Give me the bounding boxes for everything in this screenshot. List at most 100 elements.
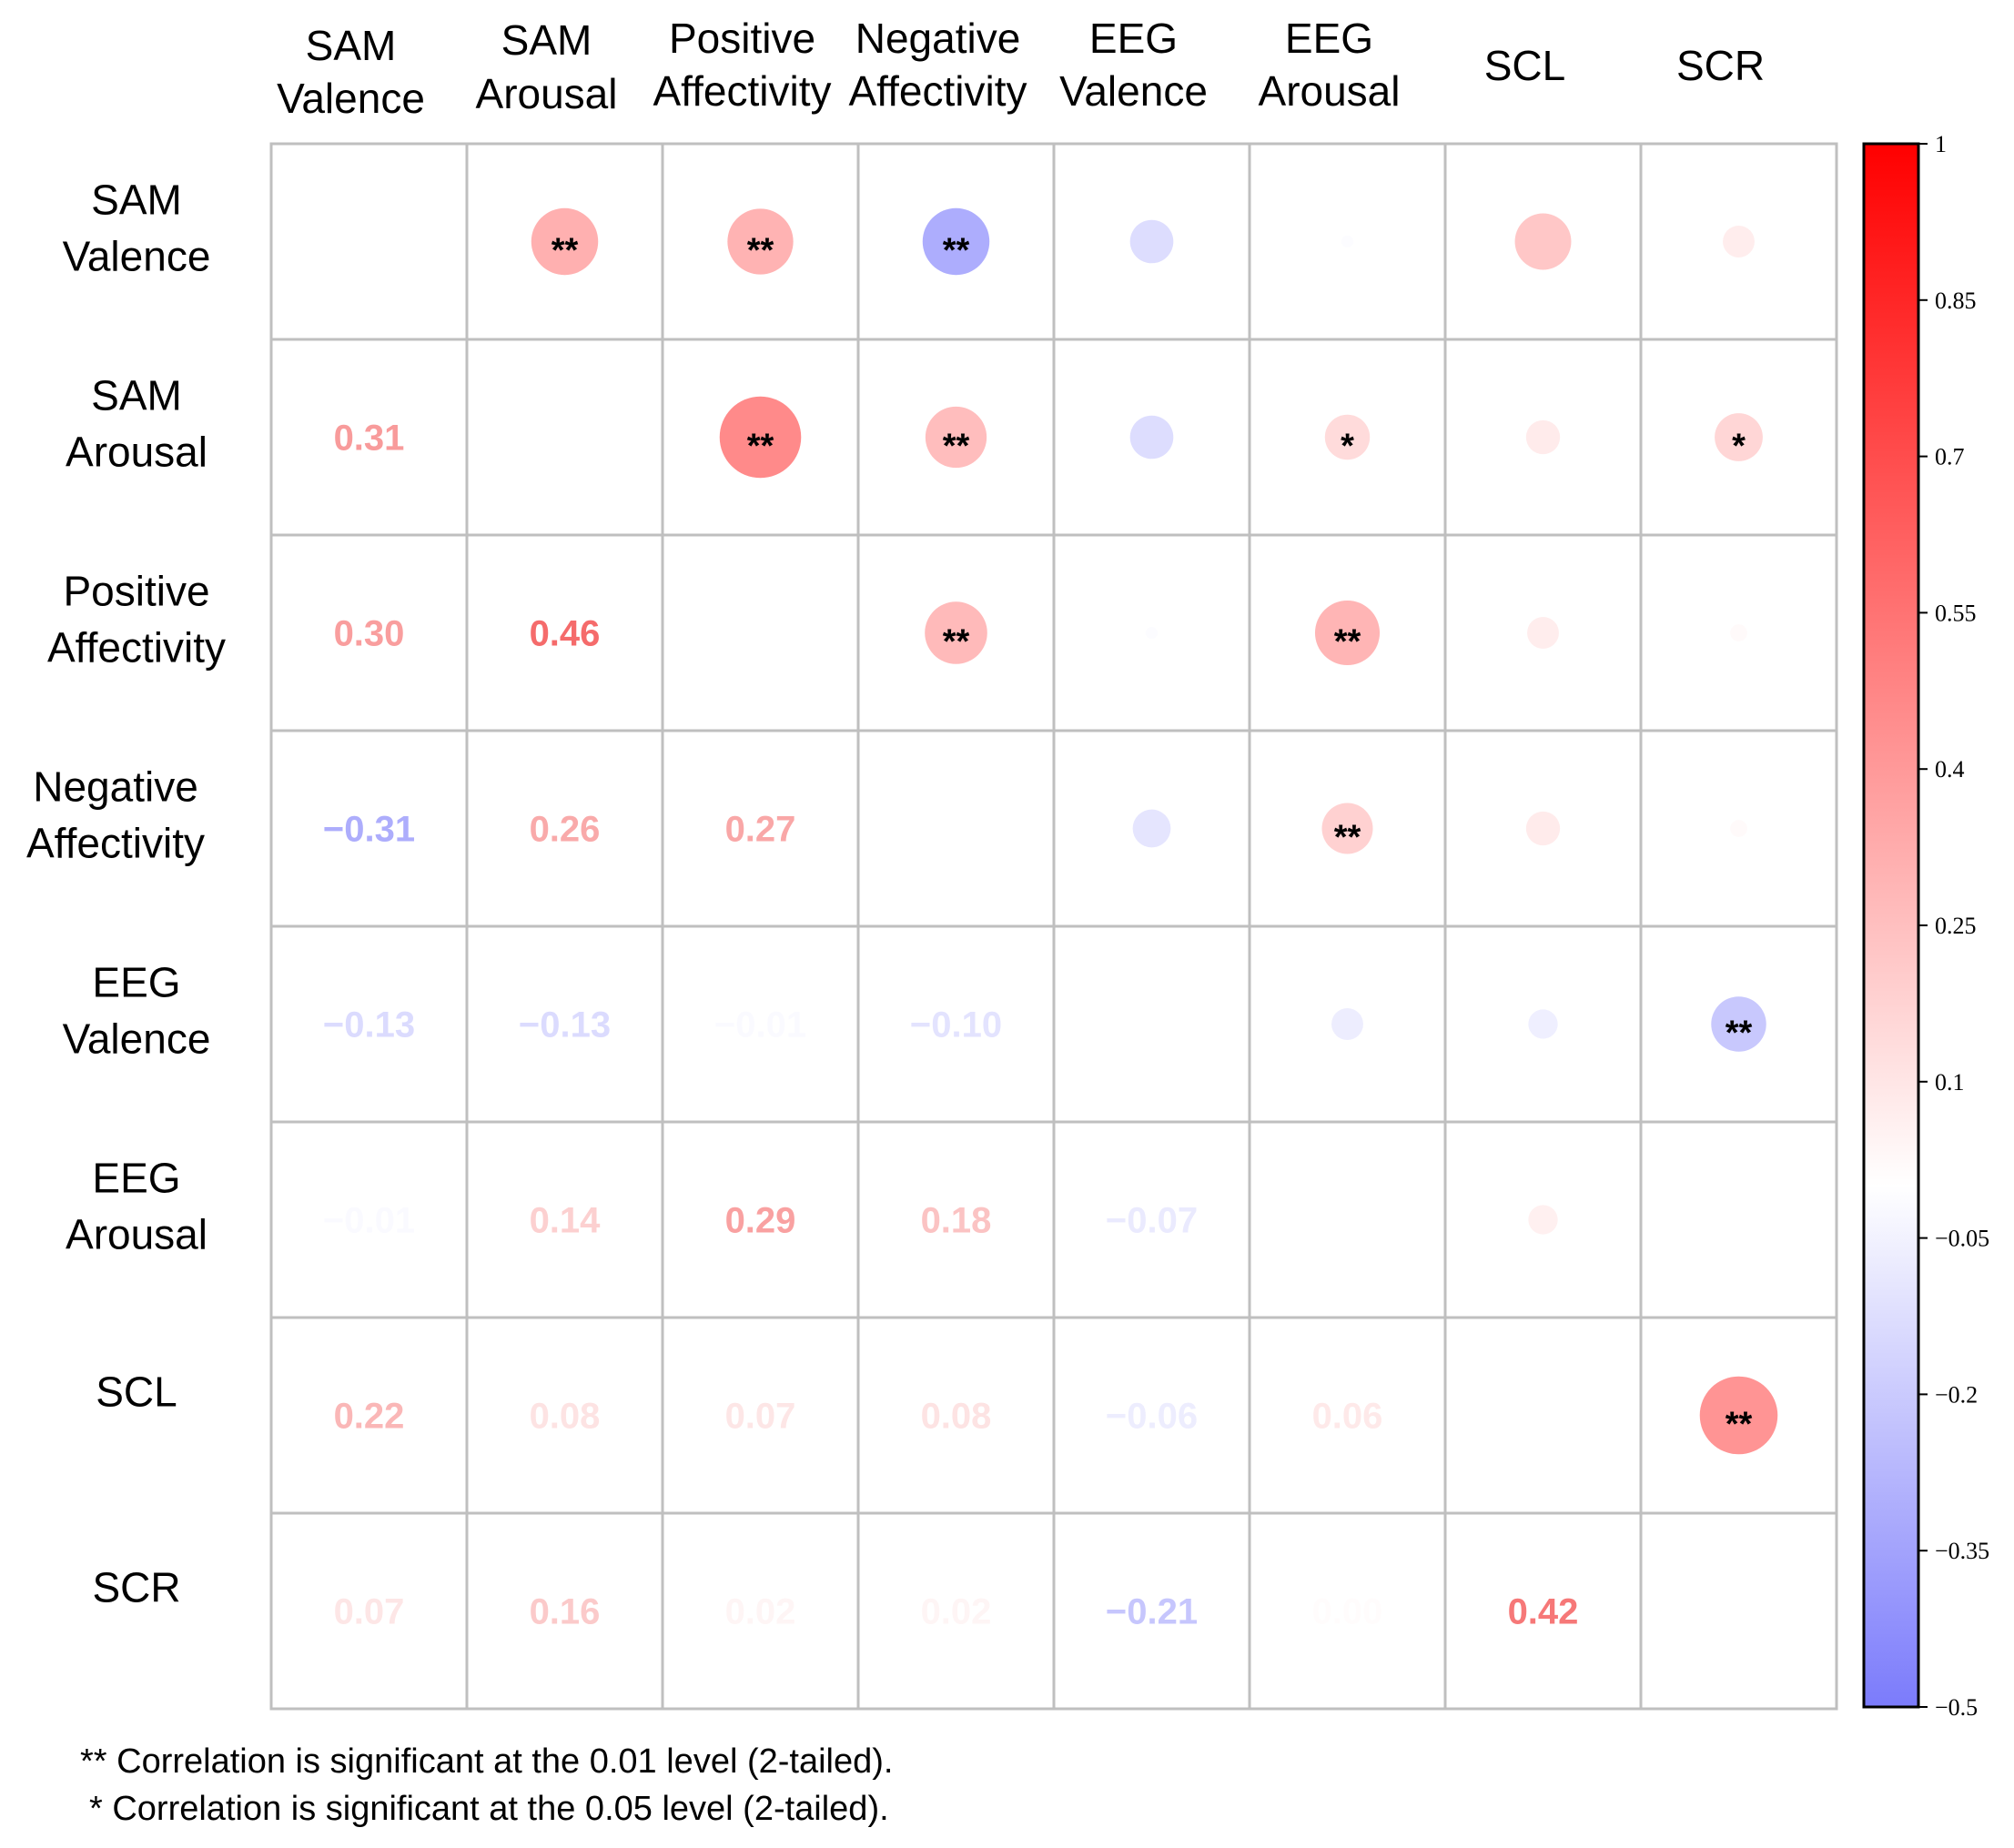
circle-r3-c6 [1314, 600, 1381, 666]
column-header-eeg-valence-line1: EEG [1089, 15, 1178, 62]
grid-cell-r5-c5 [1052, 924, 1251, 1124]
row-header-scl: SCL [96, 1368, 177, 1416]
colorbar: 1 0.85 0.7 0.55 0.4 0.25 0.1 −0.05 −0.2 −0.35 −0.5 [1862, 131, 1989, 1721]
circle-r3-c5 [1145, 626, 1159, 640]
colorbar-tick-label-8: −0.05 [1935, 1226, 1989, 1252]
value-r3-c2: 0.46 [530, 614, 601, 654]
value-r3-c1: 0.30 [334, 614, 405, 654]
grid-cell-r6-c5 [1052, 1120, 1251, 1319]
grid-cell-r8-c8 [1639, 1511, 1838, 1711]
row-header-eeg-arousal-line2: Arousal [66, 1211, 207, 1258]
grid-cell-r7-c4 [856, 1316, 1056, 1515]
column-header-sam-valence-line2: Valence [277, 75, 425, 122]
value-r4-c1: −0.31 [323, 810, 415, 850]
colorbar-tick-label-3: 0.7 [1935, 444, 1965, 470]
column-headers: SAM Valence SAM Arousal Positive Affectivity N… [277, 15, 1765, 122]
grid-cell-r7-c3 [661, 1316, 860, 1515]
circle-r2-c3 [719, 396, 802, 479]
circle-r2-c5 [1129, 415, 1174, 459]
value-r6-c5: −0.07 [1106, 1201, 1198, 1241]
column-header-negative-affectivity-line2: Affectivity [849, 67, 1027, 115]
colorbar-tick-label-9: −0.2 [1935, 1381, 1978, 1408]
colorbar-tick-label-4: 0.55 [1935, 600, 1977, 626]
circle-r4-c6 [1321, 803, 1373, 854]
row-header-eeg-valence-line2: Valence [63, 1015, 211, 1063]
circle-r1-c2 [531, 207, 599, 276]
colorbar-gradient [1862, 142, 1920, 1709]
column-header-positive-affectivity-line2: Affectivity [653, 67, 832, 115]
grid-cell-r6-c2 [465, 1120, 664, 1319]
row-header-negative-affectivity-line1: Negative [33, 763, 198, 811]
grid-cell-r8-c7 [1443, 1511, 1643, 1711]
footnote-double-star: ** Correlation is significant at the 0.0… [80, 1742, 894, 1781]
significance-mark-r3-c4: ** [943, 623, 970, 661]
grid-cell-r8-c5 [1052, 1511, 1251, 1711]
column-header-sam-arousal-line1: SAM [501, 16, 592, 64]
circle-r2-c4 [925, 406, 987, 469]
circle-r3-c4 [925, 601, 987, 664]
colorbar-tick-label-11: −0.5 [1935, 1694, 1978, 1721]
row-header-sam-arousal-line1: SAM [91, 372, 182, 419]
colorbar-tick-label-5: 0.4 [1935, 756, 1965, 783]
value-r5-c3: −0.01 [714, 1005, 806, 1045]
circle-r1-c5 [1129, 219, 1174, 264]
grid-cell-r6-c6 [1248, 1120, 1447, 1319]
circle-r1-c7 [1514, 213, 1572, 270]
grid-cell-r6-c3 [661, 1120, 860, 1319]
significance-mark-r1-c4: ** [943, 232, 970, 270]
circle-r3-c7 [1527, 617, 1559, 649]
grid-cell-r7-c6 [1248, 1316, 1447, 1515]
column-header-negative-affectivity-line1: Negative [855, 15, 1021, 62]
significance-mark-r1-c2: ** [552, 232, 579, 270]
circle-r1-c8 [1723, 226, 1755, 258]
circle-r4-c5 [1132, 809, 1171, 848]
grid-cell-r8-c4 [856, 1511, 1056, 1711]
column-header-eeg-arousal-line1: EEG [1285, 15, 1373, 62]
row-header-negative-affectivity-line2: Affectivity [26, 820, 205, 867]
value-r8-c4: 0.02 [921, 1592, 992, 1632]
colorbar-tick-label-7: 0.1 [1935, 1069, 1965, 1096]
value-r8-c5: −0.21 [1106, 1592, 1198, 1632]
grid-cell-r2-c1 [269, 338, 469, 537]
column-header-scl-line1: SCL [1484, 42, 1565, 89]
circle-r6-c8 [1737, 1218, 1740, 1221]
circle-r5-c6 [1331, 1008, 1363, 1040]
grid-cell-r5-c1 [269, 924, 469, 1124]
value-r5-c4: −0.10 [910, 1005, 1002, 1045]
circle-r1-c4 [922, 207, 990, 276]
grid-cell-r3-c3 [661, 533, 860, 732]
circle-r3-c8 [1730, 624, 1747, 641]
row-header-sam-arousal-line2: Arousal [66, 429, 207, 476]
colorbar-tick-label-1: 1 [1935, 131, 1947, 157]
circle-r4-c8 [1730, 820, 1747, 837]
circle-r5-c7 [1528, 1009, 1558, 1039]
significance-mark-r7-c8: ** [1726, 1406, 1753, 1444]
value-r6-c4: 0.18 [921, 1201, 992, 1241]
significance-mark-r5-c8: ** [1726, 1015, 1753, 1053]
colorbar-tick-label-2: 0.85 [1935, 288, 1977, 314]
value-r7-c2: 0.08 [530, 1397, 601, 1437]
value-r6-c1: −0.01 [323, 1201, 415, 1241]
row-header-eeg-valence-line1: EEG [92, 959, 180, 1006]
value-r7-c3: 0.07 [725, 1397, 796, 1437]
significance-mark-r2-c8: * [1732, 428, 1746, 466]
value-r8-c2: 0.16 [530, 1592, 601, 1632]
grid-cell-r1-c1 [269, 142, 469, 341]
column-header-eeg-arousal-line2: Arousal [1259, 67, 1401, 115]
grid-cell-r7-c7 [1443, 1316, 1643, 1515]
grid-cell-r4-c2 [465, 729, 664, 928]
grid-cell-r7-c1 [269, 1316, 469, 1515]
value-r4-c3: 0.27 [725, 810, 796, 850]
grid-cell-r8-c6 [1248, 1511, 1447, 1711]
colorbar-tick-label-6: 0.25 [1935, 913, 1977, 939]
column-header-eeg-valence-line2: Valence [1059, 67, 1208, 115]
circle-r7-c8 [1699, 1376, 1778, 1455]
circle-r2-c6 [1324, 414, 1371, 460]
grid-cell-r4-c4 [856, 729, 1056, 928]
value-r7-c4: 0.08 [921, 1397, 992, 1437]
significance-mark-r3-c6: ** [1334, 623, 1361, 661]
grid-cell-r8-c1 [269, 1511, 469, 1711]
column-header-positive-affectivity-line1: Positive [669, 15, 815, 62]
circle-r1-c6 [1341, 235, 1354, 248]
